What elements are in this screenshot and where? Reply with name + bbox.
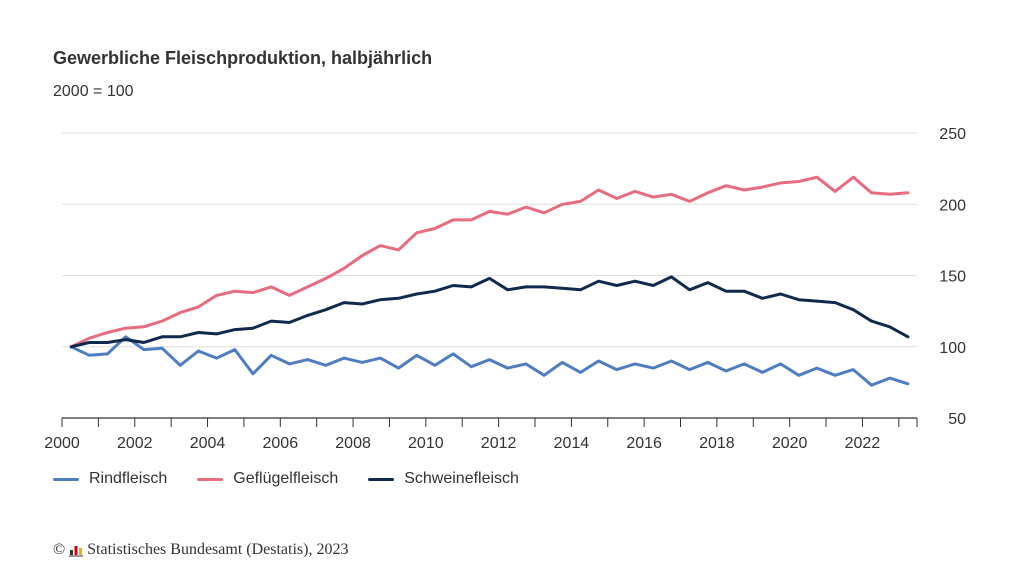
x-tick-label-2002: 2002 (117, 435, 153, 452)
x-tick-label-2000: 2000 (44, 435, 80, 452)
legend-label: Geflügelfleisch (233, 470, 339, 487)
chart-subtitle: 2000 = 100 (53, 83, 134, 100)
legend-label: Rindfleisch (89, 470, 168, 487)
y-axis: 50 100 150 200 250 (939, 126, 966, 428)
legend: Rindfleisch Geflügelfleisch Schweineflei… (53, 470, 519, 488)
x-tick-label-2010: 2010 (408, 435, 444, 452)
legend-label: Schweinefleisch (404, 470, 519, 487)
x-tick-label-2014: 2014 (554, 435, 590, 452)
x-tick-label-2004: 2004 (190, 435, 226, 452)
series-line-geflügelfleisch (69, 175, 910, 349)
copyright-symbol: © (53, 541, 66, 558)
grid-lines (62, 132, 917, 348)
destatis-logo-icon (69, 546, 84, 557)
y-tick-label-250: 250 (939, 126, 966, 143)
legend-item-schweinefleisch[interactable]: Schweinefleisch (368, 470, 519, 488)
chart-title: Gewerbliche Fleischproduktion, halbjährl… (53, 48, 433, 68)
x-tick-label-2018: 2018 (699, 435, 735, 452)
legend-swatch (197, 477, 224, 481)
x-tick-label-2008: 2008 (335, 435, 371, 452)
legend-swatch (368, 477, 395, 481)
y-tick-label-200: 200 (939, 197, 966, 214)
y-tick-label-50: 50 (948, 411, 966, 428)
series-line-schweinefleisch (69, 275, 910, 349)
source-text: Statistisches Bundesamt (Destatis), 2023 (87, 541, 349, 558)
x-tick-label-2016: 2016 (626, 435, 662, 452)
legend-item-rindfleisch[interactable]: Rindfleisch (53, 470, 167, 488)
x-tick-label-2020: 2020 (772, 435, 808, 452)
x-tick-label-2022: 2022 (845, 435, 881, 452)
y-tick-label-100: 100 (939, 340, 966, 357)
x-tick-label-2006: 2006 (263, 435, 299, 452)
source-note: © Statistisches Bundesamt (Destatis), 20… (53, 541, 348, 559)
series-lines (69, 175, 910, 387)
x-tick-label-2012: 2012 (481, 435, 517, 452)
legend-swatch (53, 477, 79, 481)
series-line-rindfleisch (69, 335, 910, 387)
y-tick-label-150: 150 (939, 269, 966, 286)
legend-item-gefluegelfleisch[interactable]: Geflügelfleisch (197, 470, 338, 488)
x-axis: 2000 2002 2004 2006 2008 2010 2012 2014 2016 2018… (44, 417, 918, 452)
